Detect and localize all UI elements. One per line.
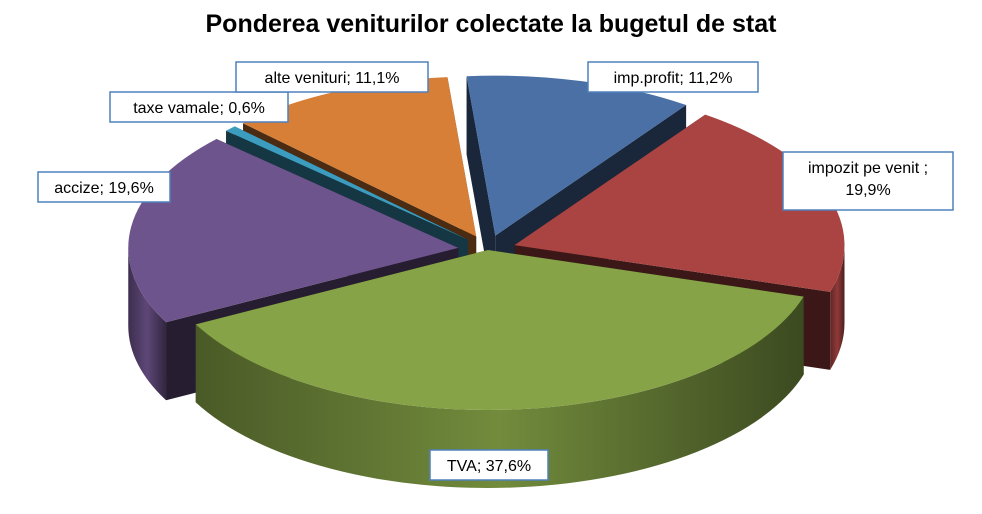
data-label-text: taxe vamale; 0,6%: [133, 100, 265, 117]
data-label-alte-venituri: alte venituri; 11,1%: [235, 61, 429, 93]
data-label-taxe-vamale: taxe vamale; 0,6%: [109, 91, 289, 123]
chart-title: Ponderea veniturilor colectate la bugetu…: [205, 10, 777, 38]
data-label-box: [37, 171, 171, 203]
data-label-text: accize; 19,6%: [54, 180, 154, 197]
data-label-text: imp.profit; 11,2%: [614, 70, 733, 87]
data-label-text: impozit pe venit ;: [808, 160, 928, 177]
data-label-imp-profit: imp.profit; 11,2%: [587, 61, 759, 93]
data-label-box: [782, 151, 954, 211]
data-label-box: [587, 61, 759, 93]
data-label-text: 19,9%: [845, 182, 890, 199]
data-label-impozit-pe-venit: impozit pe venit ; 19,9%: [782, 151, 954, 211]
pie-slice-tva: [195, 250, 804, 488]
data-label-box: [429, 449, 549, 481]
data-label-accize: accize; 19,6%: [37, 171, 171, 203]
data-label-box: [235, 61, 429, 93]
data-label-box: [109, 91, 289, 123]
data-label-text: TVA; 37,6%: [447, 458, 531, 475]
data-label-tva: TVA; 37,6%: [429, 449, 549, 481]
data-label-text: alte venituri; 11,1%: [265, 70, 400, 87]
